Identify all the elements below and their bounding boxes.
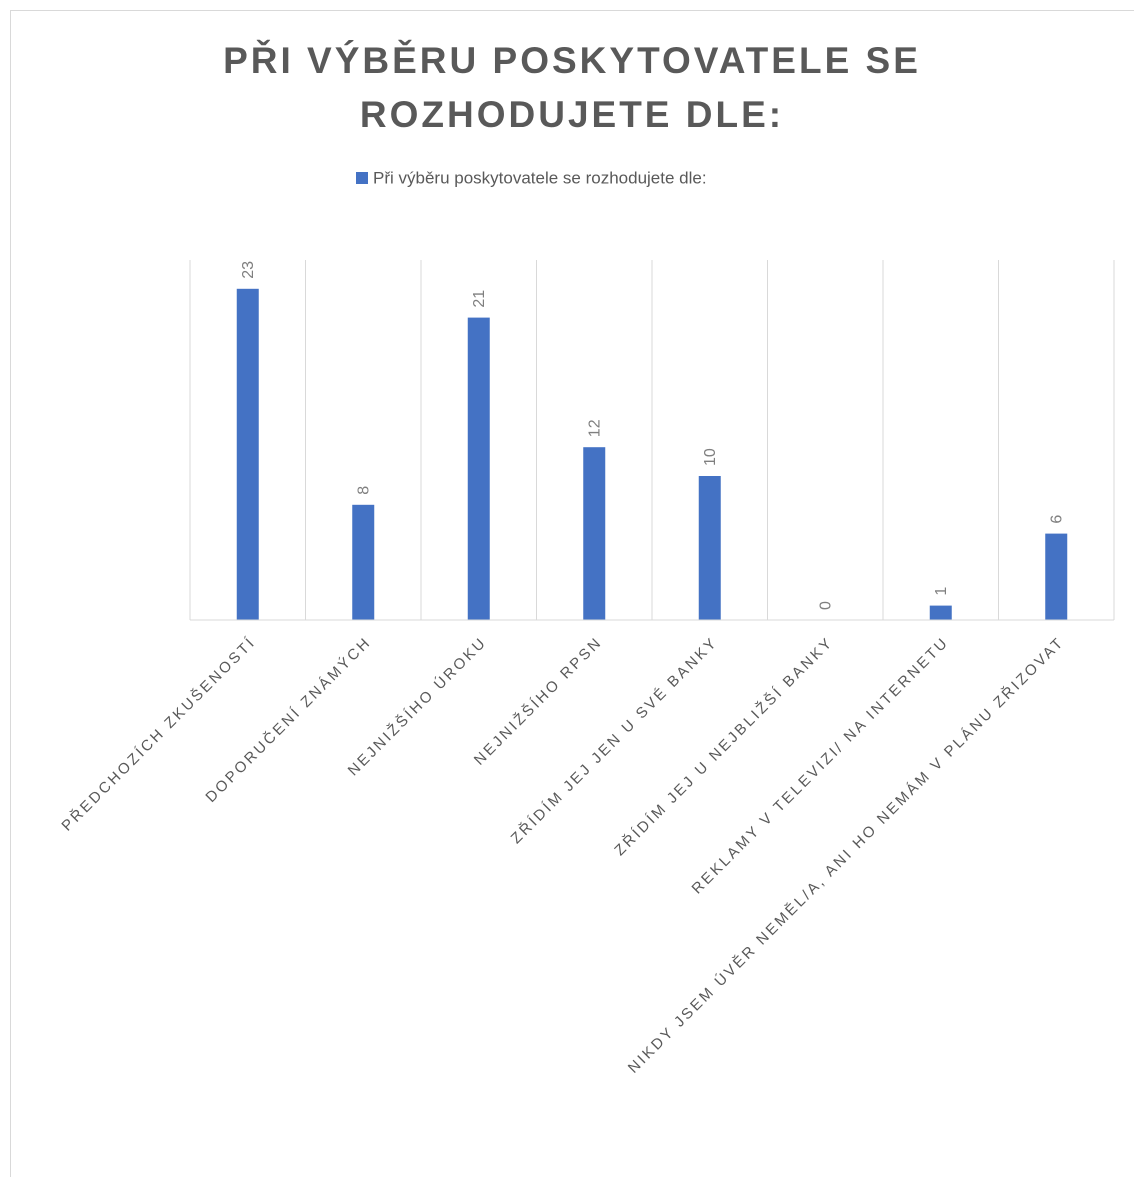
bar xyxy=(1045,533,1068,620)
data-label: 23 xyxy=(240,261,257,279)
legend-swatch xyxy=(356,172,368,184)
x-tick-label: REKLAMY V TELEVIZI/ NA INTERNETU xyxy=(689,634,953,898)
data-label: 12 xyxy=(586,419,603,437)
bar xyxy=(236,288,259,620)
legend-label: Při výběru poskytovatele se rozhodujete … xyxy=(373,168,707,187)
x-tick-label: ZŘÍDÍM JEJ U NEJBLIŽŠÍ BANKY xyxy=(611,634,837,860)
x-tick-label: ZŘÍDÍM JEJ JEN U SVÉ BANKY xyxy=(508,634,722,848)
chart-title: PŘI VÝBĚRU POSKYTOVATELE SE ROZHODUJETE … xyxy=(223,40,921,135)
data-label: 10 xyxy=(702,448,719,466)
data-label: 0 xyxy=(817,601,834,610)
bar xyxy=(467,317,490,620)
bar xyxy=(929,605,952,620)
chart-border xyxy=(10,10,1134,1177)
x-tick-label: PŘEDCHOZÍCH ZKUŠENOSTÍ xyxy=(58,634,259,835)
data-label: 8 xyxy=(355,486,372,495)
bar xyxy=(352,504,375,620)
data-label: 21 xyxy=(471,290,488,308)
data-label: 1 xyxy=(933,587,950,596)
x-tick-label: NIKDY JSEM ÚVĚR NEMĚL/A, ANI HO NEMÁM V … xyxy=(625,634,1068,1077)
bar xyxy=(583,447,606,620)
x-tick-label: NEJNIŽŠÍHO RPSN xyxy=(471,634,606,769)
bar xyxy=(698,476,721,620)
x-tick-label: NEJNIŽŠÍHO ÚROKU xyxy=(345,634,491,780)
data-label: 6 xyxy=(1048,515,1065,524)
